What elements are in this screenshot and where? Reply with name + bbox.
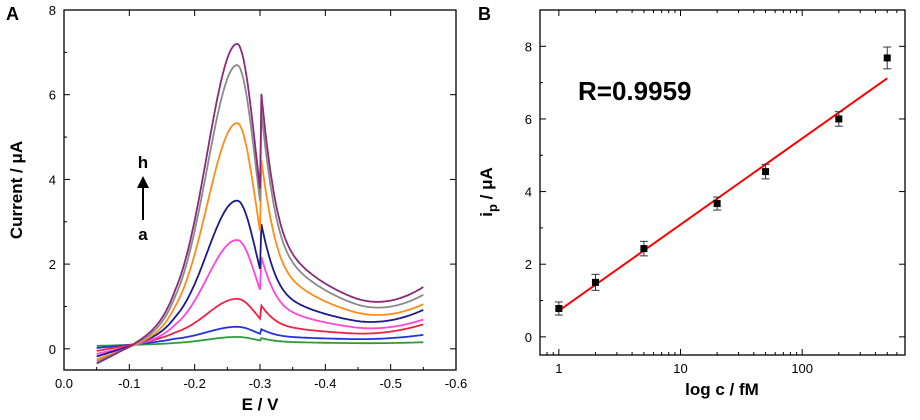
y-tick-label: 2	[49, 257, 56, 272]
cv-curve-b	[96, 325, 424, 349]
x-tick-label: -0.3	[249, 376, 271, 391]
cv-curve-d	[96, 239, 424, 355]
panel-b-label: B	[478, 4, 491, 24]
y-tick-label: 6	[49, 88, 56, 103]
plot-b-ticks: 1 10 100 0 2 4 6 8	[525, 9, 906, 376]
plot-b-ylabel-rest: / μA	[477, 167, 496, 204]
plot-a-ticks: 0.0 -0.1 -0.2 -0.3 -0.4 -0.5 -0.6 0 2 4 6 8	[49, 3, 467, 391]
fit-line	[558, 77, 888, 312]
y-tick-label: 8	[49, 3, 56, 18]
plot-a-xlabel: E / V	[242, 395, 280, 414]
arrow-top-label: h	[138, 153, 148, 172]
plot-b-ylabel-main: i	[477, 212, 496, 217]
plot-a-ylabel: Current / μA	[7, 141, 26, 239]
data-point	[835, 115, 843, 123]
y-tick-label: 0	[49, 342, 56, 357]
cv-curve-g	[96, 64, 424, 363]
x-tick-label: 1	[555, 361, 562, 376]
panel-a-label: A	[6, 4, 19, 24]
x-tick-label: 10	[673, 361, 687, 376]
y-tick-label: 8	[525, 39, 532, 54]
data-point	[555, 305, 563, 313]
x-tick-label: 100	[791, 361, 813, 376]
plot-b-ylabel-sub: p	[485, 204, 500, 212]
data-point	[883, 54, 891, 62]
correlation-annotation: R=0.9959	[578, 76, 691, 106]
x-tick-label: 0.0	[55, 376, 73, 391]
y-tick-label: 6	[525, 112, 532, 127]
x-tick-label: -0.4	[314, 376, 336, 391]
x-tick-label: -0.1	[118, 376, 140, 391]
cv-curve-f	[96, 122, 424, 361]
arrow-bottom-label: a	[138, 225, 148, 244]
x-tick-label: -0.6	[445, 376, 467, 391]
x-tick-label: -0.2	[183, 376, 205, 391]
x-tick-label: -0.5	[379, 376, 401, 391]
data-point	[591, 278, 599, 286]
data-point	[713, 200, 721, 208]
cv-curve-h	[96, 42, 424, 365]
y-tick-label: 4	[525, 185, 532, 200]
data-point	[762, 168, 770, 176]
plot-b-frame	[539, 9, 906, 356]
cv-curve-e	[96, 199, 424, 358]
y-tick-label: 2	[525, 257, 532, 272]
y-tick-label: 4	[49, 172, 56, 187]
data-point	[640, 245, 648, 253]
cv-curve-a	[96, 336, 424, 347]
plot-b-data	[554, 46, 892, 316]
plot-a-curves	[96, 42, 424, 365]
plot-b-xlabel: log c / fM	[685, 380, 759, 399]
y-tick-label: 0	[525, 330, 532, 345]
arrow-head	[137, 176, 149, 188]
plot-b-ylabel: ip / μA	[477, 167, 500, 217]
